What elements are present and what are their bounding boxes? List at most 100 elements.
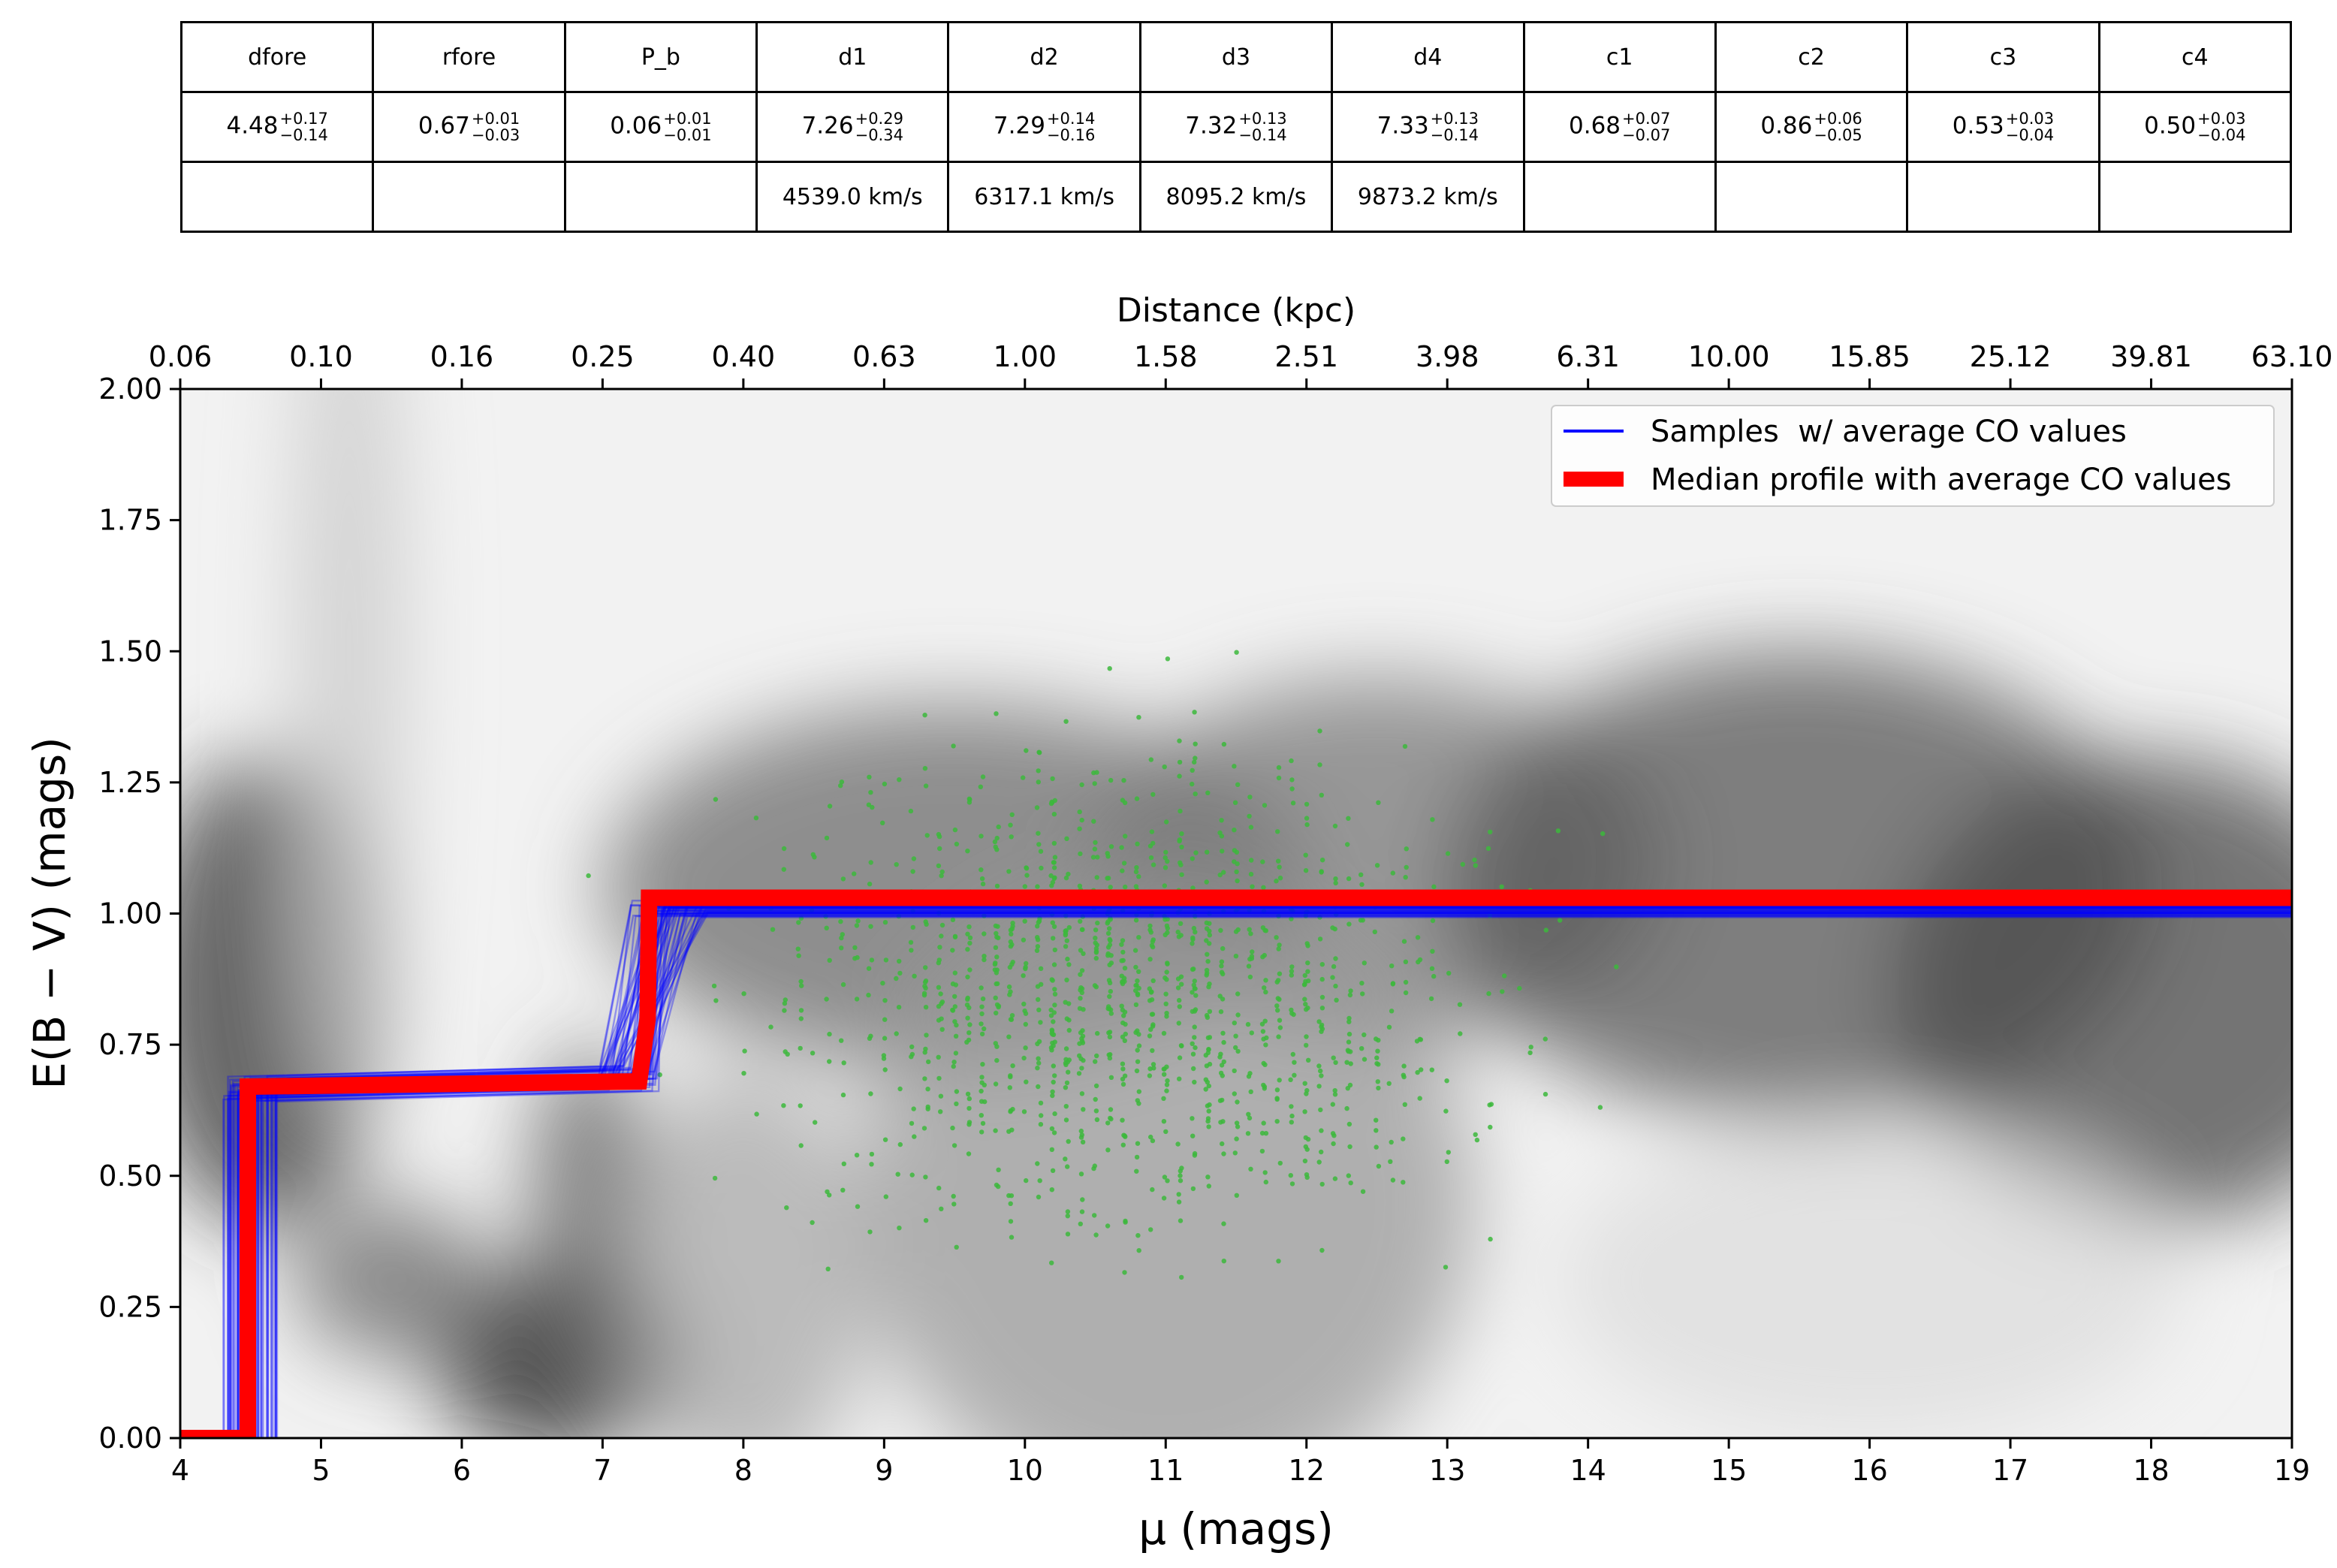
- sample-profile-line: [180, 913, 2292, 1438]
- star-point: [1260, 859, 1265, 864]
- star-point: [952, 1019, 957, 1024]
- star-point: [1165, 656, 1171, 662]
- star-point: [1289, 916, 1294, 921]
- star-point: [994, 930, 999, 936]
- star-point: [1177, 738, 1182, 743]
- star-point: [1290, 909, 1295, 914]
- star-point: [1108, 885, 1113, 890]
- star-point: [1133, 1002, 1139, 1008]
- star-point: [1306, 978, 1311, 984]
- star-point: [1024, 1178, 1029, 1184]
- top-tick-label: 0.40: [712, 340, 776, 373]
- star-point: [1316, 1063, 1322, 1069]
- star-point: [1207, 933, 1213, 938]
- star-point: [1233, 1033, 1238, 1039]
- star-point: [1248, 1166, 1253, 1172]
- star-point: [936, 831, 942, 837]
- star-point: [993, 1128, 998, 1133]
- star-point: [979, 1011, 985, 1017]
- star-point: [1063, 1117, 1069, 1123]
- star-point: [1147, 843, 1153, 849]
- star-point: [1444, 1159, 1450, 1165]
- star-point: [1010, 1063, 1015, 1069]
- star-point: [1095, 855, 1100, 860]
- star-point: [1274, 1096, 1280, 1101]
- star-point: [1120, 981, 1126, 987]
- star-point: [966, 1151, 972, 1156]
- star-point: [1177, 773, 1182, 779]
- star-point: [1443, 1108, 1449, 1114]
- table-value-p-b: 0.06 +0.01 −0.01: [563, 91, 758, 163]
- star-point: [1133, 869, 1139, 875]
- star-point: [1235, 1012, 1241, 1018]
- y-tick-label: 0.50: [98, 1159, 162, 1193]
- star-point: [912, 973, 917, 979]
- star-point: [1036, 920, 1042, 925]
- star-point: [1290, 1051, 1296, 1057]
- star-point: [1108, 844, 1114, 849]
- star-point: [1036, 1060, 1042, 1066]
- star-point: [1066, 924, 1072, 930]
- y-tick-label: 1.75: [98, 504, 162, 537]
- table-value-d1: 7.26 +0.29 −0.34: [755, 91, 950, 163]
- star-point: [1079, 782, 1084, 788]
- star-point: [1389, 1139, 1394, 1145]
- star-point: [1217, 1054, 1223, 1060]
- star-point: [1205, 951, 1210, 957]
- sample-profile-line: [180, 909, 2292, 1438]
- star-point: [1246, 1074, 1252, 1079]
- star-point: [1079, 1209, 1085, 1214]
- star-point: [855, 954, 860, 960]
- star-point: [1260, 1029, 1266, 1034]
- star-point: [910, 909, 915, 914]
- star-point: [1049, 1187, 1055, 1193]
- star-point: [1079, 817, 1084, 823]
- star-point: [1008, 927, 1014, 933]
- star-point: [954, 1022, 959, 1028]
- star-point: [1136, 715, 1141, 720]
- star-point: [1078, 1171, 1084, 1177]
- y-axis: 0.00 0.25 0.50 0.75 1.00 1.25 1.50 1.75 2.00: [98, 372, 180, 1455]
- star-point: [1348, 1181, 1353, 1186]
- star-point: [936, 863, 942, 869]
- star-point: [1165, 960, 1170, 966]
- star-point: [980, 1062, 985, 1067]
- star-point: [1077, 1041, 1082, 1046]
- value-lower-error: −0.14: [279, 126, 328, 144]
- star-point: [1078, 972, 1083, 977]
- legend-label-median: Median profile with average CO values: [1651, 463, 2232, 497]
- star-point: [840, 1092, 846, 1098]
- star-point: [1036, 997, 1041, 1003]
- star-point: [1038, 966, 1044, 972]
- star-point: [781, 867, 787, 872]
- star-point: [1416, 959, 1421, 965]
- star-point: [1277, 1018, 1283, 1023]
- star-point: [1161, 1066, 1167, 1072]
- star-point: [1275, 1008, 1280, 1013]
- star-point: [798, 915, 804, 921]
- star-point: [1120, 1117, 1125, 1123]
- star-point: [1081, 951, 1086, 957]
- star-point: [1123, 884, 1128, 890]
- star-point: [1150, 862, 1156, 867]
- star-point: [1036, 1056, 1041, 1061]
- star-point: [1304, 1034, 1309, 1039]
- star-point: [1221, 870, 1226, 875]
- star-point: [1306, 1057, 1311, 1063]
- star-point: [1333, 1060, 1338, 1066]
- star-point: [823, 914, 828, 919]
- star-point: [839, 935, 844, 941]
- star-point: [937, 945, 942, 950]
- star-point: [880, 820, 885, 826]
- star-point: [965, 995, 970, 1001]
- star-point: [882, 1067, 888, 1072]
- star-point: [1333, 956, 1338, 961]
- star-point: [1164, 1088, 1169, 1093]
- star-point: [1107, 994, 1112, 1000]
- star-point: [1206, 1124, 1211, 1129]
- star-point: [1021, 937, 1027, 942]
- star-point: [1119, 958, 1124, 963]
- star-point: [1107, 1030, 1113, 1035]
- y-tick-label: 1.25: [98, 766, 162, 799]
- star-point: [1206, 1083, 1212, 1089]
